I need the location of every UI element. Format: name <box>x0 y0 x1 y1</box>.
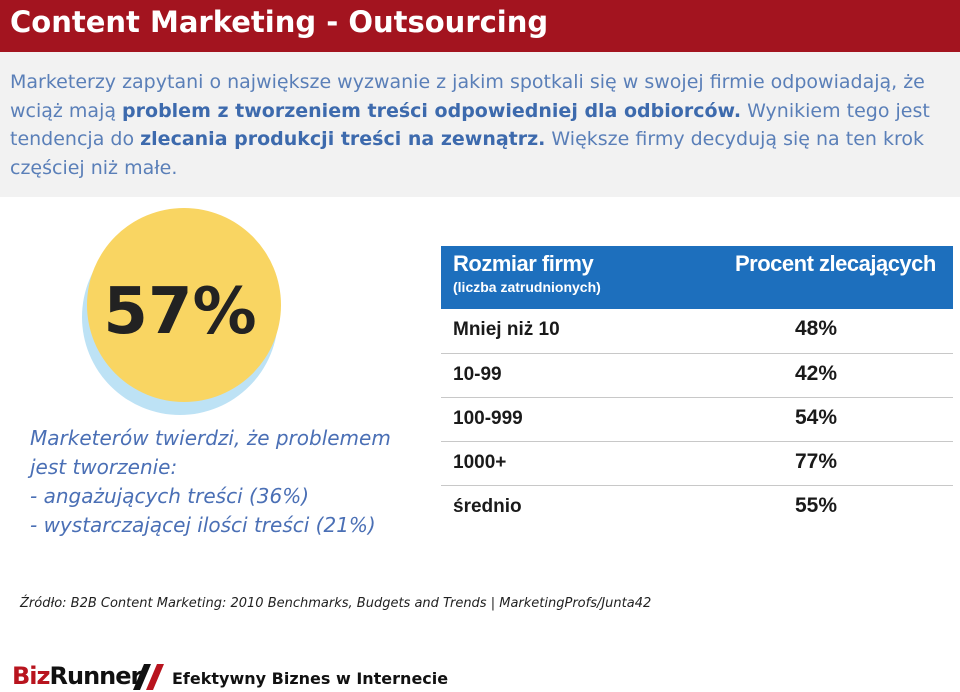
header-company-size: Rozmiar firmy <box>453 251 594 276</box>
intro-panel: Marketerzy zapytani o największe wyzwani… <box>0 52 960 197</box>
stat-circle: 57% <box>80 205 300 425</box>
slide-title: Content Marketing - Outsourcing <box>10 5 549 39</box>
cell-size: 1000+ <box>453 452 507 473</box>
table-row: 10-99 42% <box>441 354 953 398</box>
cell-size: 10-99 <box>453 364 502 385</box>
table-row: średnio 55% <box>441 486 953 529</box>
quote-line: - angażujących treści (36%) <box>30 484 310 508</box>
intro-seg4: zlecania produkcji treści na zewnątrz. <box>140 128 546 150</box>
quote-line: jest tworzenie: <box>30 455 178 479</box>
intro-seg3: Wynikiem tego jest tendencja do <box>10 99 930 151</box>
footer-tagline: Efektywny Biznes w Internecie <box>172 669 449 688</box>
double-slash-icon <box>133 664 164 690</box>
cell-percent: 77% <box>795 450 838 473</box>
title-bar: Content Marketing - Outsourcing <box>0 0 960 52</box>
intro-seg5: Większe firmy decydują się na ten krok c… <box>10 128 924 179</box>
intro-seg2: problem z tworzeniem treści odpowiedniej… <box>122 99 742 122</box>
quote-line: - wystarczającej ilości treści (21%) <box>30 513 376 537</box>
outsourcing-table: Rozmiar firmy (liczba zatrudnionych) Pro… <box>441 246 953 529</box>
cell-size: średnio <box>453 496 522 517</box>
header-company-size-sub: (liczba zatrudnionych) <box>453 279 601 295</box>
footer: BizRunner Efektywny Biznes w Internecie <box>12 662 448 690</box>
cell-percent: 54% <box>795 406 838 429</box>
table-row: 100-999 54% <box>441 398 953 442</box>
stat-value: 57% <box>103 275 256 349</box>
intro-text: Marketerzy zapytani o największe wyzwani… <box>10 68 955 182</box>
circle-fill <box>87 208 281 402</box>
cell-percent: 42% <box>795 362 838 385</box>
intro-seg1: Marketerzy zapytani o największe wyzwani… <box>10 71 925 122</box>
table-header: Rozmiar firmy (liczba zatrudnionych) Pro… <box>441 246 953 309</box>
quote-line: Marketerów twierdzi, że problemem <box>30 426 391 450</box>
cell-size: Mniej niż 10 <box>453 319 560 340</box>
table-row: Mniej niż 10 48% <box>441 309 953 354</box>
logo-part-biz: Biz <box>12 662 50 690</box>
quote-block: Marketerów twierdzi, że problemem jest t… <box>30 424 430 540</box>
cell-percent: 48% <box>795 317 838 340</box>
table-row: 1000+ 77% <box>441 442 953 486</box>
cell-percent: 55% <box>795 494 838 517</box>
stat-circle-graphic: 57% <box>82 208 281 415</box>
logo-part-runner: Runner <box>49 662 143 690</box>
cell-size: 100-999 <box>453 408 523 429</box>
header-percent: Procent zlecających <box>735 251 936 276</box>
source-note: Źródło: B2B Content Marketing: 2010 Benc… <box>20 596 652 611</box>
bizrunner-logo: BizRunner <box>12 662 143 690</box>
